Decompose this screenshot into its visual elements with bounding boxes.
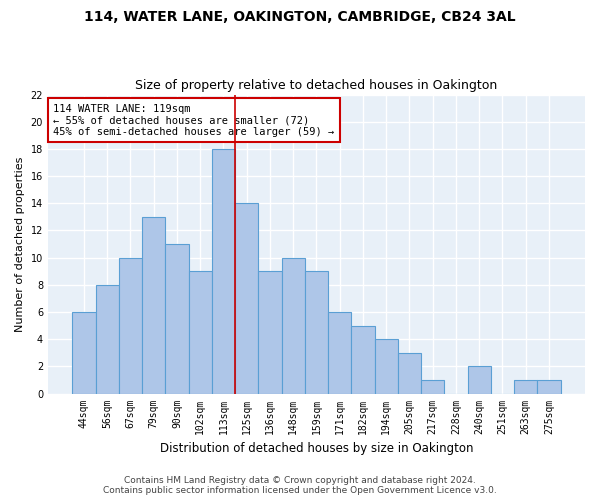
Text: Contains HM Land Registry data © Crown copyright and database right 2024.
Contai: Contains HM Land Registry data © Crown c…	[103, 476, 497, 495]
Bar	[188, 271, 212, 394]
Bar	[374, 339, 398, 394]
Title: Size of property relative to detached houses in Oakington: Size of property relative to detached ho…	[136, 79, 497, 92]
Bar	[514, 380, 538, 394]
X-axis label: Distribution of detached houses by size in Oakington: Distribution of detached houses by size …	[160, 442, 473, 455]
Bar	[235, 204, 259, 394]
Text: 114 WATER LANE: 119sqm
← 55% of detached houses are smaller (72)
45% of semi-det: 114 WATER LANE: 119sqm ← 55% of detached…	[53, 104, 335, 136]
Bar	[212, 149, 235, 394]
Bar	[259, 271, 281, 394]
Bar	[166, 244, 188, 394]
Y-axis label: Number of detached properties: Number of detached properties	[15, 156, 25, 332]
Bar	[95, 285, 119, 394]
Bar	[281, 258, 305, 394]
Bar	[119, 258, 142, 394]
Bar	[538, 380, 560, 394]
Bar	[73, 312, 95, 394]
Bar	[398, 353, 421, 394]
Text: 114, WATER LANE, OAKINGTON, CAMBRIDGE, CB24 3AL: 114, WATER LANE, OAKINGTON, CAMBRIDGE, C…	[84, 10, 516, 24]
Bar	[142, 217, 166, 394]
Bar	[328, 312, 352, 394]
Bar	[467, 366, 491, 394]
Bar	[352, 326, 374, 394]
Bar	[305, 271, 328, 394]
Bar	[421, 380, 445, 394]
